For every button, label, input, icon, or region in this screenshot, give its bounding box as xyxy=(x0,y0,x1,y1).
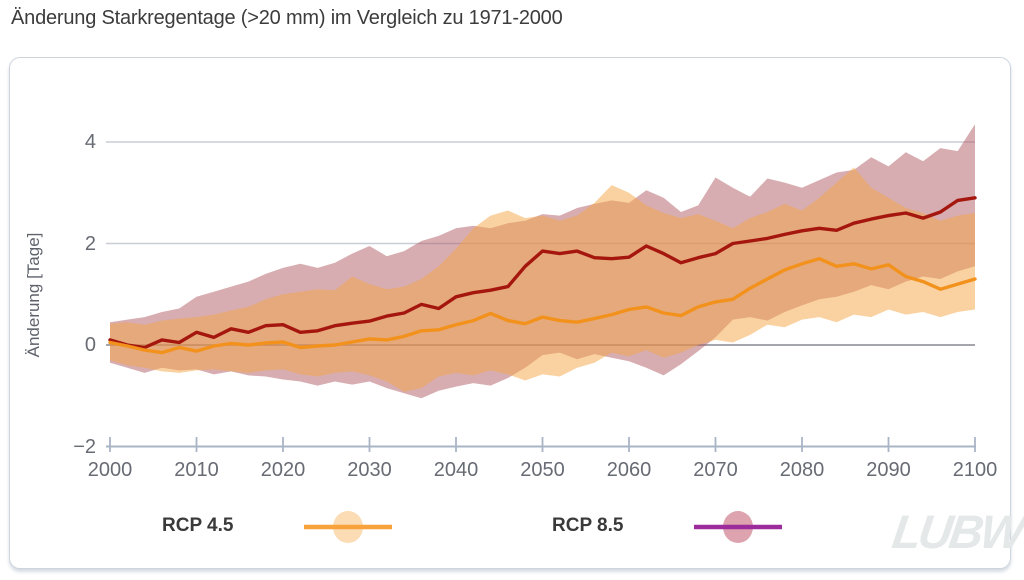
x-tick-2010: 2010 xyxy=(174,459,219,481)
legend-label-rcp45: RCP 4.5 xyxy=(162,515,234,536)
x-tick-2000: 2000 xyxy=(87,459,133,481)
x-axis xyxy=(106,437,976,452)
y-axis-label: Änderung [Tage] xyxy=(24,232,43,358)
x-tick-2100: 2100 xyxy=(952,459,998,481)
x-tick-2030: 2030 xyxy=(347,459,392,481)
y-tick-−2: −2 xyxy=(73,435,96,458)
x-tick-2020: 2020 xyxy=(260,459,306,481)
legend-marker-rcp45 xyxy=(304,511,392,543)
x-tick-2090: 2090 xyxy=(866,459,911,481)
legend-marker-rcp85 xyxy=(694,511,782,543)
x-tick-2080: 2080 xyxy=(779,459,825,481)
y-tick-2: 2 xyxy=(84,232,96,255)
uncertainty-bands xyxy=(110,124,975,399)
y-tick-4: 4 xyxy=(84,131,96,153)
legend-label-rcp85: RCP 8.5 xyxy=(552,515,624,536)
x-tick-2050: 2050 xyxy=(520,459,565,481)
median-lines xyxy=(108,196,977,355)
y-tick-0: 0 xyxy=(84,334,96,356)
x-tick-2060: 2060 xyxy=(606,459,652,481)
lubw-logo: LUBW xyxy=(889,505,1024,558)
x-tick-2070: 2070 xyxy=(693,459,738,481)
chart-title: Änderung Starkregentage (>20 mm) im Verg… xyxy=(11,7,563,29)
x-tick-2040: 2040 xyxy=(433,459,479,481)
